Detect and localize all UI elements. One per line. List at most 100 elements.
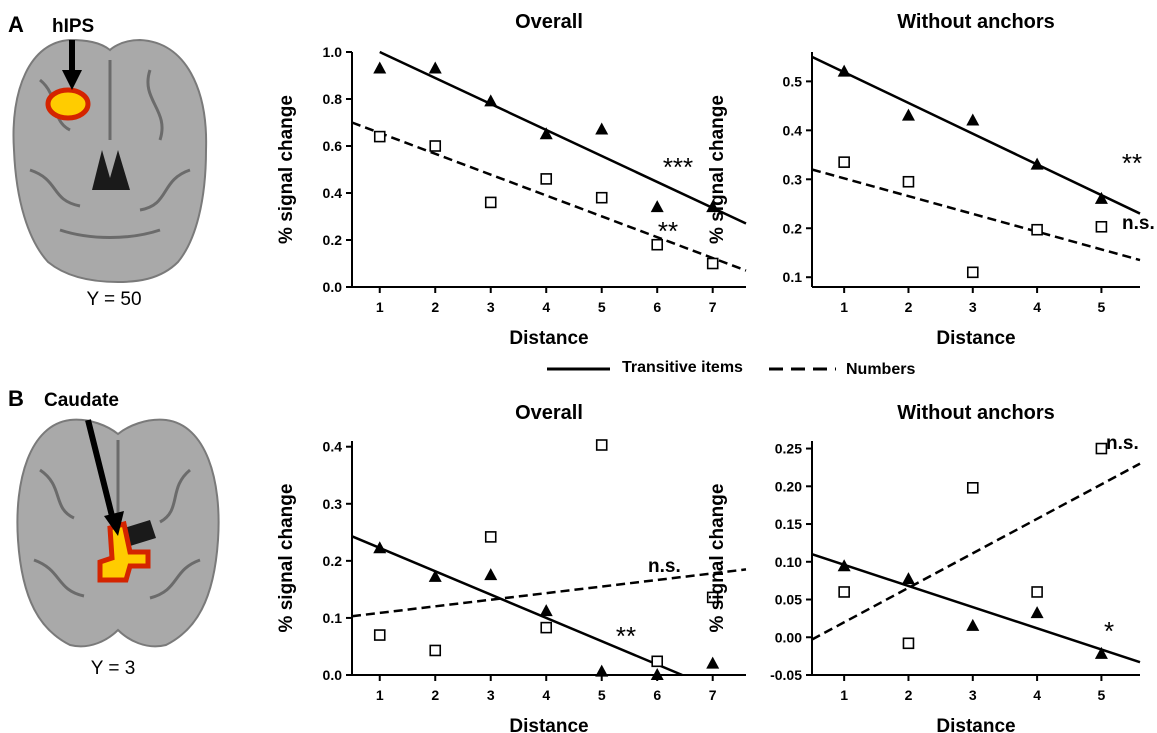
chart-title: Without anchors [897, 11, 1055, 33]
activation-blob-b [97, 520, 151, 583]
y-tick-label: 0.4 [323, 185, 343, 201]
chart-B-without: Without anchors 1 2 3 4 5 -0.05 0.00 0.05 0.10 0.1… [707, 402, 1141, 733]
roi-label-a: hIPS [52, 16, 94, 37]
y-tick-label: 1.0 [323, 44, 343, 60]
x-tick-label: 1 [376, 299, 384, 315]
chart-title: Overall [515, 11, 583, 33]
x-tick-label: 3 [969, 299, 977, 315]
y-tick-label: 0.15 [775, 516, 802, 532]
legend-label-transitive: Transitive items [622, 359, 743, 376]
data-point-transitive [1094, 191, 1108, 204]
y-tick-label: 0.2 [783, 220, 803, 236]
brain-image-b [16, 418, 220, 648]
data-point-transitive [373, 61, 387, 74]
significance-label: *** [663, 152, 693, 182]
y-tick-label: 0.5 [783, 73, 803, 89]
x-tick-label: 7 [709, 687, 717, 703]
data-point-transitive [1094, 646, 1108, 659]
data-point-numbers [966, 481, 979, 494]
fit-line-transitive [811, 55, 1141, 215]
data-point-numbers [902, 175, 915, 188]
data-point-transitive [539, 604, 553, 617]
data-point-numbers [373, 130, 386, 143]
data-point-transitive [595, 122, 609, 135]
activation-blob-a [45, 87, 91, 121]
x-axis-label: Distance [936, 716, 1015, 733]
data-point-numbers [838, 156, 850, 168]
x-tick-label: 3 [969, 687, 977, 703]
roi-label-b: Caudate [44, 390, 119, 411]
data-point-transitive [706, 656, 720, 669]
data-point-numbers [540, 173, 553, 185]
y-tick-label: 0.1 [783, 269, 803, 285]
data-point-transitive [1030, 606, 1044, 619]
x-axis-label: Distance [509, 716, 588, 733]
x-tick-label: 1 [840, 687, 848, 703]
x-tick-label: 6 [653, 687, 661, 703]
y-tick-label: 0.25 [775, 441, 802, 457]
data-point-transitive [428, 61, 442, 74]
y-tick-label: 0.3 [323, 496, 343, 512]
y-axis-label: % signal change [276, 95, 297, 244]
data-point-numbers [966, 266, 979, 279]
x-tick-label: 4 [1033, 687, 1041, 703]
data-point-transitive [373, 541, 387, 554]
x-tick-label: 5 [598, 687, 606, 703]
y-tick-label: 0.2 [323, 553, 343, 569]
chart-A-without: Without anchors 1 2 3 4 5 0.1 0.2 0.3 0.4 0.5 Dista… [707, 11, 1155, 349]
y-axis-label: % signal change [707, 95, 728, 244]
charts: Overall 1 2 3 4 5 6 7 0.0 0.2 0.4 0.6 0.8 1.0 Distance… [276, 11, 1155, 733]
y-tick-label: 0.00 [775, 629, 802, 645]
y-tick-label: 0.4 [783, 122, 803, 138]
data-point-numbers [595, 439, 608, 451]
significance-label: n.s. [648, 556, 681, 577]
y-tick-label: 0.6 [323, 138, 343, 154]
arrow-head-a [62, 70, 82, 90]
x-tick-label: 3 [487, 299, 495, 315]
y-axis-label: % signal change [707, 484, 728, 633]
ventricle-b [124, 520, 156, 546]
x-tick-label: 7 [709, 299, 717, 315]
chart-title: Without anchors [897, 402, 1055, 424]
y-tick-label: -0.05 [770, 667, 802, 683]
data-point-transitive [706, 200, 720, 213]
data-point-numbers [838, 586, 850, 598]
data-point-transitive [966, 113, 980, 126]
panel-letter-a: A [8, 12, 24, 37]
x-tick-label: 1 [840, 299, 848, 315]
brain-image-a [12, 38, 208, 284]
significance-label: n.s. [1122, 213, 1155, 234]
data-point-transitive [539, 127, 553, 140]
significance-label: n.s. [1106, 433, 1139, 454]
y-tick-label: 0.0 [323, 667, 343, 683]
x-tick-label: 2 [905, 687, 913, 703]
data-point-numbers [429, 140, 442, 152]
fit-line-transitive [351, 535, 683, 677]
y-tick-label: 0.0 [323, 279, 343, 295]
x-tick-label: 4 [1033, 299, 1041, 315]
data-point-numbers [484, 196, 497, 209]
fit-line-numbers [811, 462, 1141, 641]
x-tick-label: 1 [376, 687, 384, 703]
data-point-numbers [651, 655, 664, 668]
data-point-numbers [1031, 586, 1043, 598]
data-point-numbers [373, 629, 386, 641]
x-tick-label: 4 [542, 687, 550, 703]
data-point-numbers [429, 644, 442, 657]
slice-coordinate-a: Y = 50 [86, 289, 141, 310]
y-tick-label: 0.10 [775, 554, 802, 570]
chart-A-overall: Overall 1 2 3 4 5 6 7 0.0 0.2 0.4 0.6 0.8 1.0 Distance… [276, 11, 747, 349]
slice-coordinate-b: Y = 3 [91, 658, 136, 679]
data-point-numbers [651, 238, 664, 251]
legend-label-numbers: Numbers [846, 361, 915, 378]
x-tick-label: 5 [598, 299, 606, 315]
y-tick-label: 0.20 [775, 478, 802, 494]
y-axis-label: % signal change [276, 484, 297, 633]
fit-line-transitive [379, 50, 747, 225]
significance-label: ** [658, 216, 678, 246]
legend: Transitive items Numbers [547, 359, 915, 378]
x-tick-label: 2 [431, 687, 439, 703]
x-tick-label: 6 [653, 299, 661, 315]
x-axis-label: Distance [936, 328, 1015, 349]
significance-label: ** [616, 621, 636, 651]
